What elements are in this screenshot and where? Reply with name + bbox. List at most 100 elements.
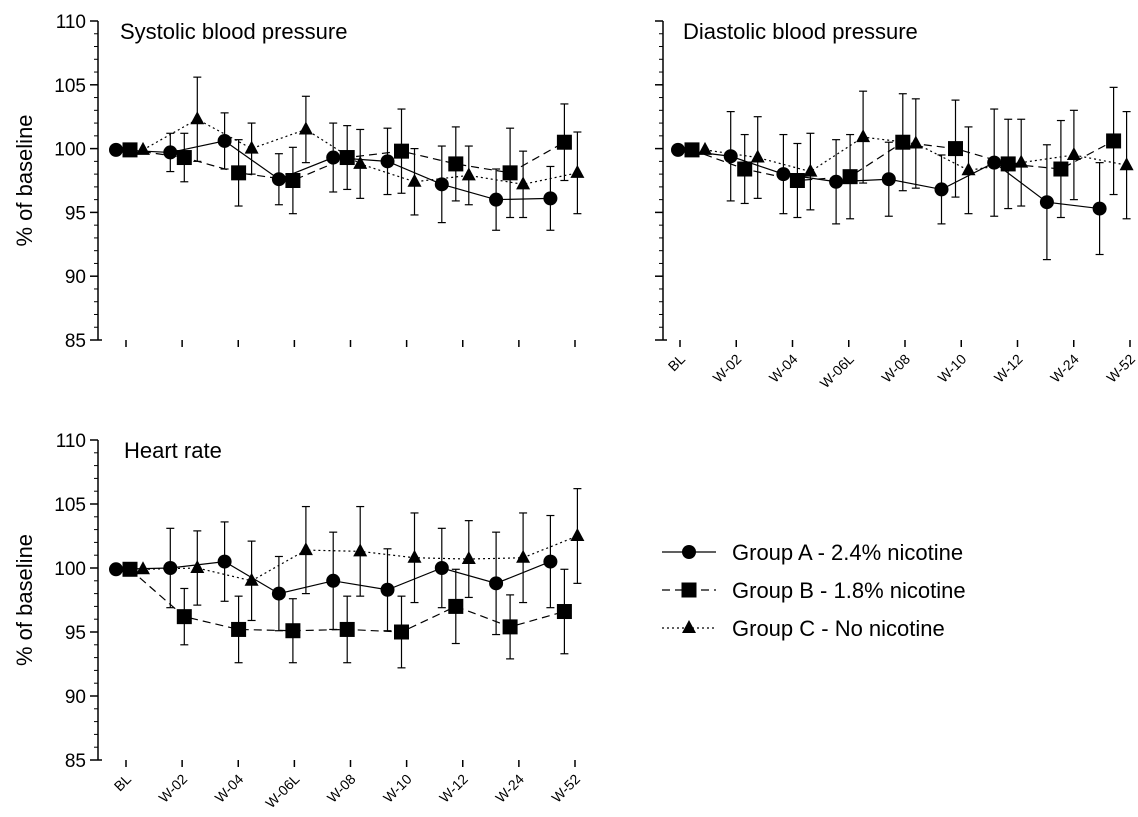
data-point-triangle xyxy=(461,167,476,181)
y-axis-title: % of baseline xyxy=(12,114,37,246)
data-point-square xyxy=(948,141,963,157)
legend-label: Group B - 1.8% nicotine xyxy=(732,578,966,603)
legend-marker-triangle xyxy=(682,620,696,633)
data-point-circle xyxy=(109,562,123,577)
data-point-circle xyxy=(326,150,341,165)
data-point-circle xyxy=(271,172,286,187)
y-tick-label: 100 xyxy=(54,140,86,161)
data-point-circle xyxy=(671,142,685,157)
data-point-circle xyxy=(881,172,896,187)
data-point-triangle xyxy=(1066,146,1081,160)
series-circle xyxy=(671,108,1107,261)
data-point-circle xyxy=(543,554,558,569)
data-point-triangle xyxy=(461,551,476,565)
data-point-circle xyxy=(776,167,791,182)
data-point-square xyxy=(502,619,518,635)
y-tick-label: 85 xyxy=(65,331,86,352)
data-point-circle xyxy=(217,554,232,569)
data-point-square xyxy=(394,143,409,159)
x-tick-label: W-10 xyxy=(935,351,970,386)
data-point-triangle xyxy=(298,542,313,556)
data-point-circle xyxy=(934,182,949,197)
data-point-triangle xyxy=(516,176,531,190)
y-axis-title: % of baseline xyxy=(12,534,37,666)
data-point-square xyxy=(339,150,355,166)
x-tick-label: W-04 xyxy=(766,351,801,386)
x-tick-label: W-24 xyxy=(1047,351,1082,386)
data-point-triangle xyxy=(516,549,531,563)
x-tick-label: W-02 xyxy=(710,351,745,386)
data-point-square xyxy=(339,621,355,637)
legend: Group A - 2.4% nicotine Group B - 1.8% ni… xyxy=(662,540,966,641)
y-tick-label: 110 xyxy=(56,12,86,33)
legend-marker-circle xyxy=(682,545,696,559)
series-square xyxy=(122,103,572,219)
data-point-square xyxy=(122,142,138,158)
data-point-triangle xyxy=(244,140,259,154)
panel-title: Systolic blood pressure xyxy=(120,19,347,44)
data-point-triangle xyxy=(570,164,585,178)
data-point-triangle xyxy=(908,135,923,149)
x-tick-label: W-02 xyxy=(155,771,190,806)
data-point-circle xyxy=(489,576,504,591)
data-point-circle xyxy=(271,586,286,601)
data-point-triangle xyxy=(407,173,422,187)
data-point-square xyxy=(231,165,247,181)
x-tick-label: W-24 xyxy=(492,771,527,806)
data-point-square xyxy=(231,621,247,637)
panel-title: Diastolic blood pressure xyxy=(683,19,918,44)
series-line xyxy=(704,136,1127,173)
series-triangle xyxy=(136,488,585,622)
chart-panel-3: 85 90 95 100 105 110 BL W-02 W-04 W-06L W-08 W-10 W-… xyxy=(12,431,585,811)
y-tick-label: 95 xyxy=(65,203,86,224)
data-point-square xyxy=(1000,156,1016,172)
legend-label: Group A - 2.4% nicotine xyxy=(732,540,963,565)
series-square xyxy=(122,561,572,669)
y-tick-label: 105 xyxy=(54,76,86,97)
data-point-circle xyxy=(723,149,738,164)
legend-marker-square xyxy=(681,582,697,598)
data-point-square xyxy=(737,161,753,177)
x-tick-label: BL xyxy=(665,351,689,375)
data-point-circle xyxy=(434,177,449,192)
data-point-circle xyxy=(1039,195,1054,210)
data-point-triangle xyxy=(856,129,871,143)
data-point-square xyxy=(789,173,805,188)
data-point-triangle xyxy=(750,149,765,163)
data-point-square xyxy=(1053,161,1069,177)
x-tick-label: W-12 xyxy=(436,771,471,806)
data-point-circle xyxy=(434,561,449,575)
y-tick-label: 100 xyxy=(54,559,86,580)
data-point-circle xyxy=(829,174,844,189)
panel-title: Heart rate xyxy=(124,438,222,463)
data-point-square xyxy=(556,604,572,620)
x-tick-label: BL xyxy=(111,771,135,795)
data-point-square xyxy=(176,150,192,166)
data-point-circle xyxy=(380,154,395,169)
y-tick-label: 90 xyxy=(65,687,86,708)
chart-panel-1: 85 90 95 100 105 110 Systolic blood pressure % … xyxy=(12,12,585,352)
chart-panel-2: BL W-02 W-04 W-06L W-08 W-10 W-12 W-24 W-52 Diast… xyxy=(655,19,1138,391)
x-tick-label: W-12 xyxy=(991,351,1026,386)
x-tick-label: W-10 xyxy=(380,771,415,806)
data-point-square xyxy=(448,598,464,614)
series-circle xyxy=(109,514,558,636)
y-tick-label: 105 xyxy=(54,495,86,516)
data-point-circle xyxy=(380,582,395,597)
data-point-circle xyxy=(987,155,1002,170)
data-point-triangle xyxy=(570,528,585,541)
data-point-triangle xyxy=(190,111,205,125)
x-tick-label: W-06L xyxy=(817,351,857,391)
data-point-triangle xyxy=(1014,154,1029,168)
x-tick-label: W-08 xyxy=(324,771,359,806)
data-point-square xyxy=(684,142,700,158)
series-square xyxy=(684,86,1122,220)
data-point-triangle xyxy=(1119,157,1134,171)
y-tick-label: 95 xyxy=(65,623,86,644)
data-point-circle xyxy=(109,142,123,157)
legend-label: Group C - No nicotine xyxy=(732,616,945,641)
x-tick-label: W-04 xyxy=(212,771,247,806)
y-tick-label: 110 xyxy=(56,431,86,452)
data-point-triangle xyxy=(407,549,422,563)
